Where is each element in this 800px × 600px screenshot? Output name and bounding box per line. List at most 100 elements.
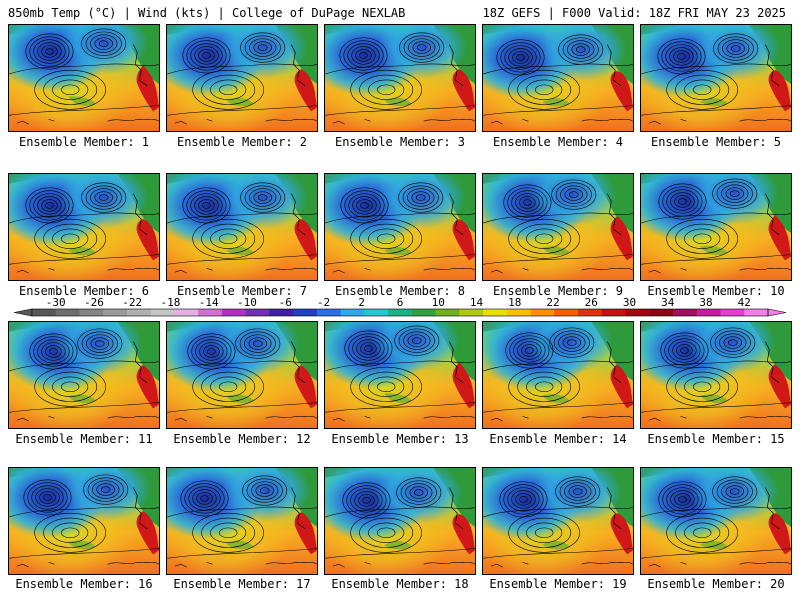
colorbar-tick-label: -22 (122, 297, 142, 309)
ensemble-member-map (640, 24, 792, 132)
colorbar-swatch (625, 309, 650, 316)
temperature-wind-map (641, 25, 791, 131)
ensemble-member-map (324, 321, 476, 429)
colorbar-tick-label: 2 (358, 297, 365, 309)
ensemble-member-label: Ensemble Member: 15 (647, 432, 785, 446)
ensemble-member-map (166, 467, 318, 575)
ensemble-member-label: Ensemble Member: 7 (176, 284, 308, 298)
colorbar-min-arrow (13, 308, 33, 317)
colorbar-swatch (293, 309, 318, 316)
colorbar-tick-label: 14 (470, 297, 484, 309)
colorbar-tick-label: 6 (397, 297, 404, 309)
colorbar-swatch (269, 309, 294, 316)
colorbar-swatch (364, 309, 389, 316)
colorbar-swatch (530, 309, 555, 316)
ensemble-member-map (8, 321, 160, 429)
ensemble-member-map (8, 173, 160, 281)
colorbar-tick-label: -26 (84, 297, 104, 309)
colorbar-swatch (483, 309, 508, 316)
ensemble-member-label: Ensemble Member: 11 (15, 432, 153, 446)
colorbar-swatch (578, 309, 603, 316)
colorbar-tick-label: 10 (432, 297, 445, 309)
ensemble-member-label: Ensemble Member: 2 (176, 135, 308, 149)
temperature-wind-map (483, 322, 633, 428)
temperature-wind-map (9, 468, 159, 574)
colorbar-tick-label: 34 (661, 297, 675, 309)
ensemble-member-map (482, 173, 634, 281)
colorbar-tick-label: 42 (738, 297, 751, 309)
temperature-wind-map (9, 322, 159, 428)
ensemble-member-label: Ensemble Member: 14 (489, 432, 627, 446)
ensemble-member-label: Ensemble Member: 10 (647, 284, 785, 298)
colorbar-outline (31, 308, 769, 317)
ensemble-member-map (482, 24, 634, 132)
colorbar-swatch (221, 309, 247, 316)
colorbar-tick-label: -10 (237, 297, 257, 309)
ensemble-member-map (482, 321, 634, 429)
temperature-wind-map (641, 468, 791, 574)
ensemble-member-map (166, 173, 318, 281)
ensemble-member-label: Ensemble Member: 17 (173, 577, 311, 591)
temperature-wind-map (641, 174, 791, 280)
temperature-wind-map (167, 174, 317, 280)
colorbar-swatch (744, 309, 769, 316)
ensemble-member-label: Ensemble Member: 8 (334, 284, 466, 298)
colorbar-max-arrow (767, 308, 787, 317)
colorbar-swatch (103, 309, 128, 316)
temperature-wind-map (325, 174, 475, 280)
colorbar-tick-label: -30 (46, 297, 66, 309)
colorbar-swatch (126, 309, 152, 316)
colorbar-tick-label: -14 (199, 297, 219, 309)
colorbar-tick-label: -6 (279, 297, 292, 309)
ensemble-member-label: Ensemble Member: 5 (650, 135, 782, 149)
colorbar-swatch (554, 309, 579, 316)
ensemble-member-label: Ensemble Member: 20 (647, 577, 785, 591)
temperature-wind-map (325, 25, 475, 131)
colorbar-tick-label: -18 (161, 297, 181, 309)
ensemble-member-label: Ensemble Member: 19 (489, 577, 627, 591)
ensemble-member-label: Ensemble Member: 1 (18, 135, 150, 149)
ensemble-member-label: Ensemble Member: 13 (331, 432, 469, 446)
ensemble-member-map (324, 467, 476, 575)
ensemble-member-map (640, 467, 792, 575)
colorbar-swatch (506, 309, 531, 316)
temperature-wind-map (167, 25, 317, 131)
colorbar-swatch (245, 309, 270, 316)
temperature-wind-map (483, 468, 633, 574)
colorbar-swatch (696, 309, 721, 316)
colorbar-swatch (150, 309, 175, 316)
colorbar-swatch (388, 309, 413, 316)
colorbar-swatch (411, 309, 437, 316)
ensemble-member-map (166, 321, 318, 429)
ensemble-member-label: Ensemble Member: 6 (18, 284, 150, 298)
colorbar-swatch (340, 309, 365, 316)
header-valid-time: 18Z GEFS | F000 Valid: 18Z FRI MAY 23 20… (482, 6, 786, 20)
colorbar-swatch (459, 309, 484, 316)
ensemble-member-label: Ensemble Member: 3 (334, 135, 466, 149)
colorbar-swatch (198, 309, 223, 316)
temperature-wind-map (325, 322, 475, 428)
ensemble-member-label: Ensemble Member: 16 (15, 577, 153, 591)
colorbar-swatch (601, 309, 626, 316)
temperature-wind-map (167, 322, 317, 428)
colorbar-tick-label: 38 (699, 297, 712, 309)
temperature-colorbar: -30 -26 -22 -18 -14 -10 -6 -2 2 6 10 14 18 22 26 30 34 38… (13, 297, 787, 317)
ensemble-member-map (640, 321, 792, 429)
ensemble-member-map (640, 173, 792, 281)
ensemble-member-map (8, 467, 160, 575)
colorbar-swatch (32, 309, 57, 316)
ensemble-member-map (166, 24, 318, 132)
colorbar-tick-label: 22 (546, 297, 559, 309)
colorbar-swatch (649, 309, 674, 316)
ensemble-member-label: Ensemble Member: 18 (331, 577, 469, 591)
temperature-wind-map (9, 25, 159, 131)
colorbar-tick-label: 30 (623, 297, 636, 309)
ensemble-member-map (8, 24, 160, 132)
colorbar-swatch (673, 309, 698, 316)
ensemble-member-label: Ensemble Member: 4 (492, 135, 624, 149)
colorbar-tick-label: 26 (585, 297, 598, 309)
colorbar-tick-label: 18 (508, 297, 521, 309)
temperature-wind-map (483, 25, 633, 131)
temperature-wind-map (167, 468, 317, 574)
temperature-wind-map (9, 174, 159, 280)
